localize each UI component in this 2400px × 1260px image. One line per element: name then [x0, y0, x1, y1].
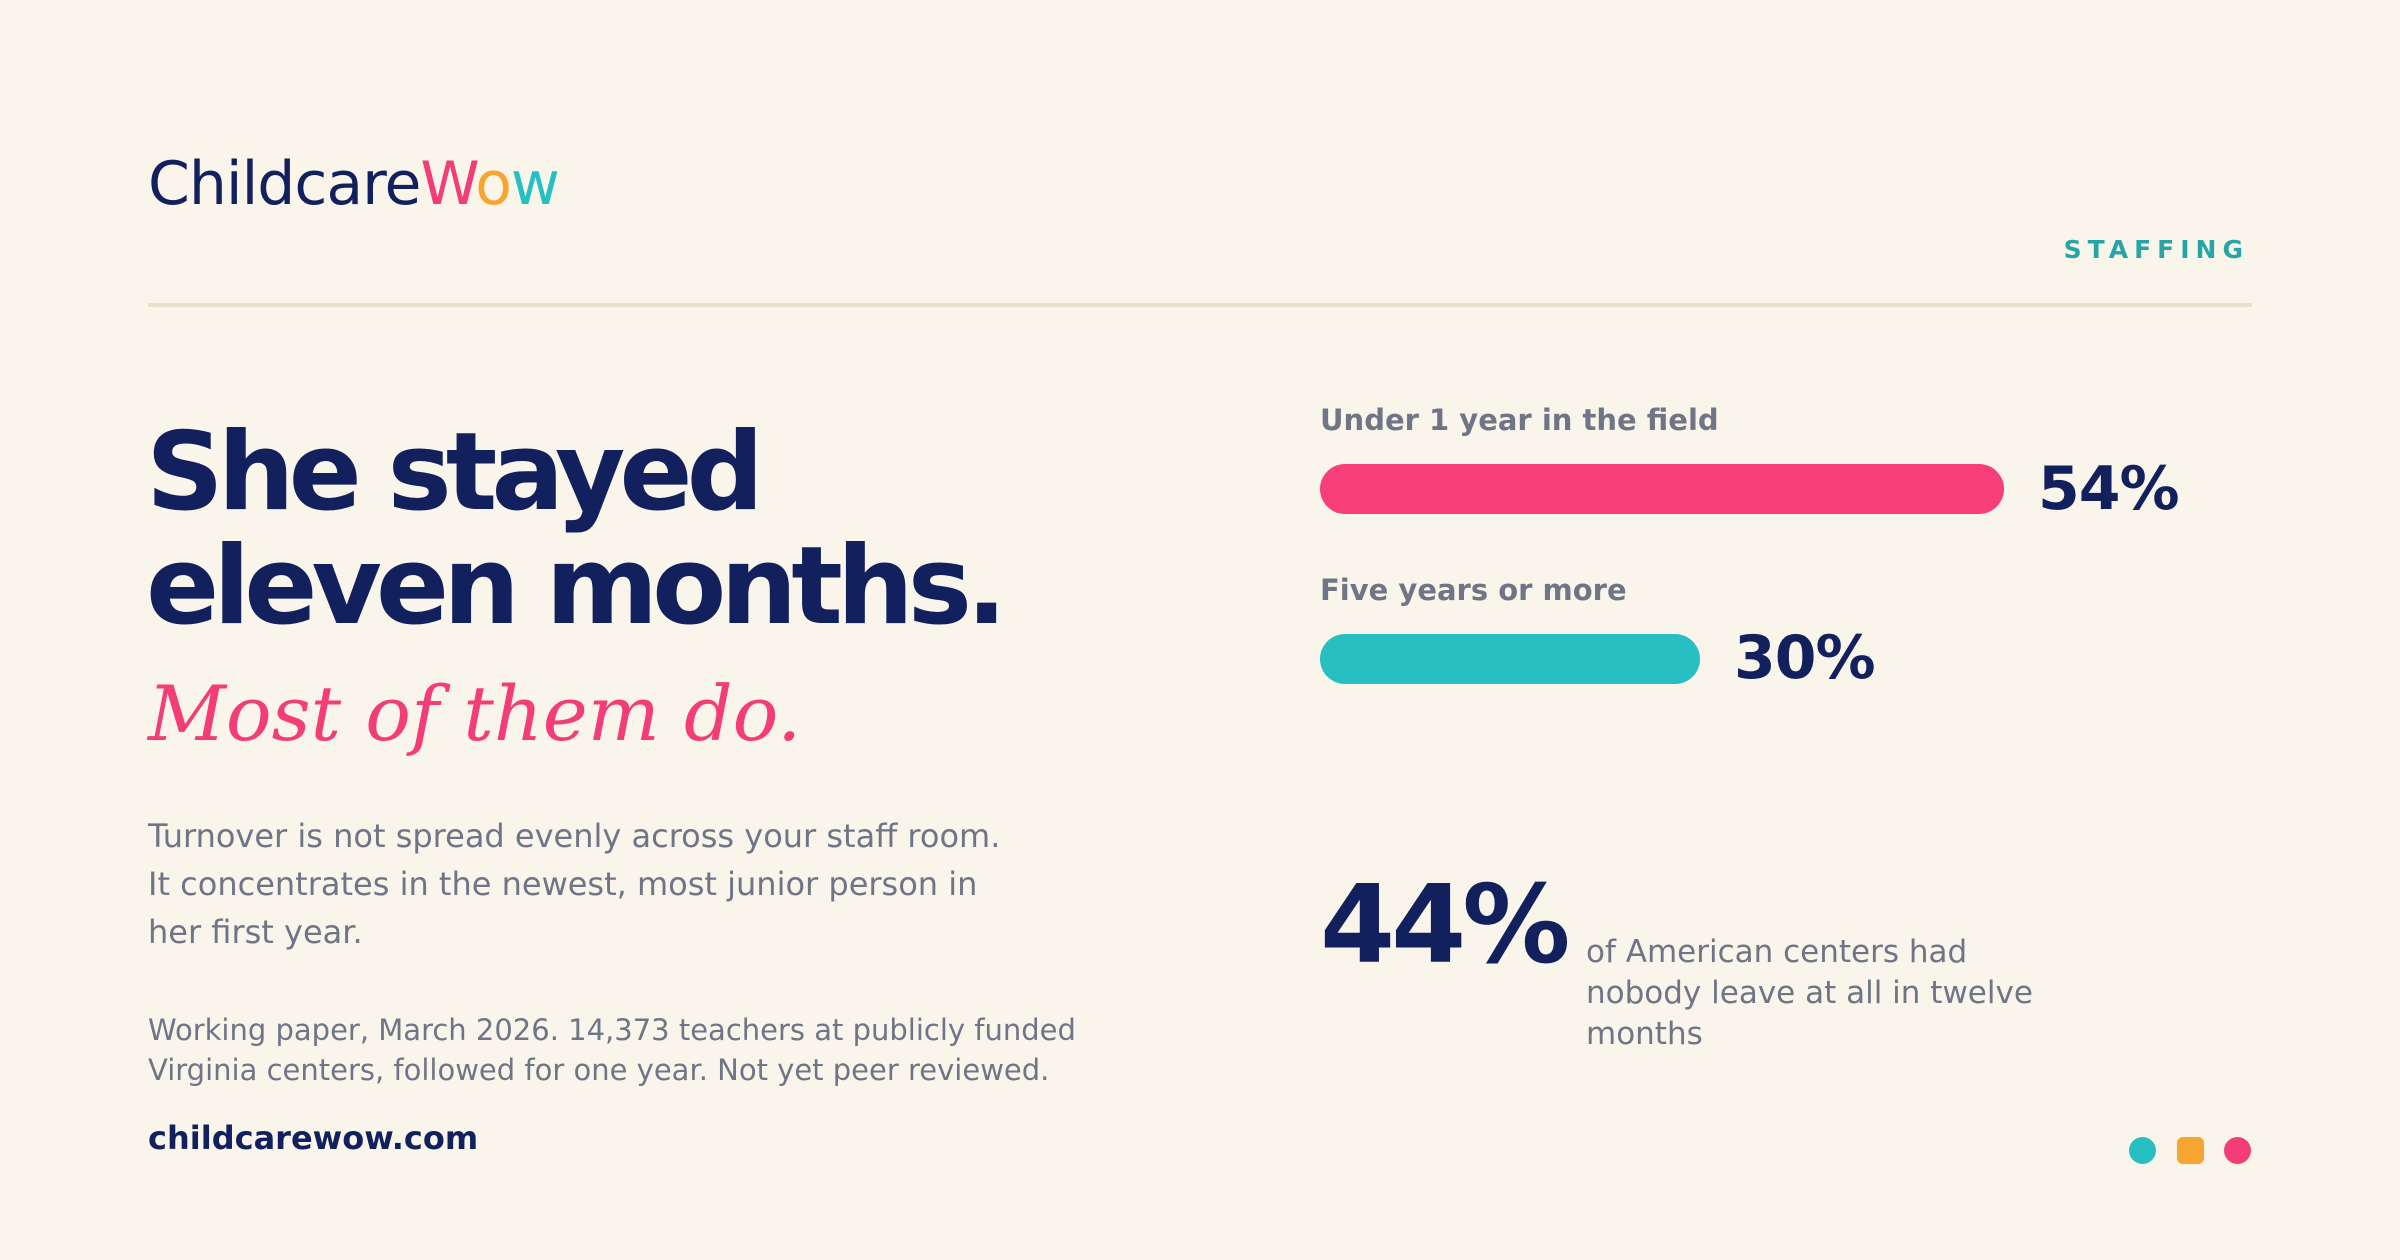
decor-dot-teal	[2129, 1137, 2156, 1164]
decor-dot-pink	[2224, 1137, 2251, 1164]
footnote-line-1: Working paper, March 2026. 14,373 teache…	[148, 1013, 1076, 1047]
body-line-2: It concentrates in the newest, most juni…	[148, 865, 978, 903]
bar-value-under-1-year: 54%	[2038, 454, 2180, 524]
brand-logo: ChildcareWow	[148, 148, 560, 220]
headline: She stayed eleven months.	[146, 410, 1007, 649]
section-label: STAFFING	[2063, 235, 2249, 264]
header-divider	[148, 303, 2252, 307]
body-paragraph: Turnover is not spread evenly across you…	[148, 812, 1048, 956]
website-link[interactable]: childcarewow.com	[148, 1119, 479, 1157]
big-stat-caption: of American centers had nobody leave at …	[1586, 932, 2066, 1055]
bar-under-1-year	[1320, 464, 2004, 514]
logo-word: Childcare	[148, 149, 421, 219]
headline-line-1: She stayed	[146, 410, 764, 535]
body-line-3: her first year.	[148, 913, 363, 951]
subhead: Most of them do.	[148, 669, 802, 758]
source-footnote: Working paper, March 2026. 14,373 teache…	[148, 1010, 1098, 1090]
decor-dot-orange	[2177, 1137, 2204, 1164]
logo-letter-w2: w	[510, 149, 560, 219]
bar-label-under-1-year: Under 1 year in the field	[1320, 403, 1719, 437]
bar-value-five-years: 30%	[1734, 623, 1876, 693]
caption-line-3: months	[1586, 1016, 1703, 1052]
caption-line-2: nobody leave at all in twelve	[1586, 975, 2033, 1011]
footnote-line-2: Virginia centers, followed for one year.…	[148, 1053, 1050, 1087]
headline-line-2: eleven months.	[146, 524, 1007, 649]
caption-line-1: of American centers had	[1586, 934, 1968, 970]
bar-label-five-years: Five years or more	[1320, 573, 1627, 607]
big-stat-value: 44%	[1320, 863, 1571, 988]
bar-five-years	[1320, 634, 1700, 684]
logo-letter-w: W	[420, 149, 476, 219]
body-line-1: Turnover is not spread evenly across you…	[148, 817, 1001, 855]
logo-letter-o: o	[475, 149, 512, 219]
